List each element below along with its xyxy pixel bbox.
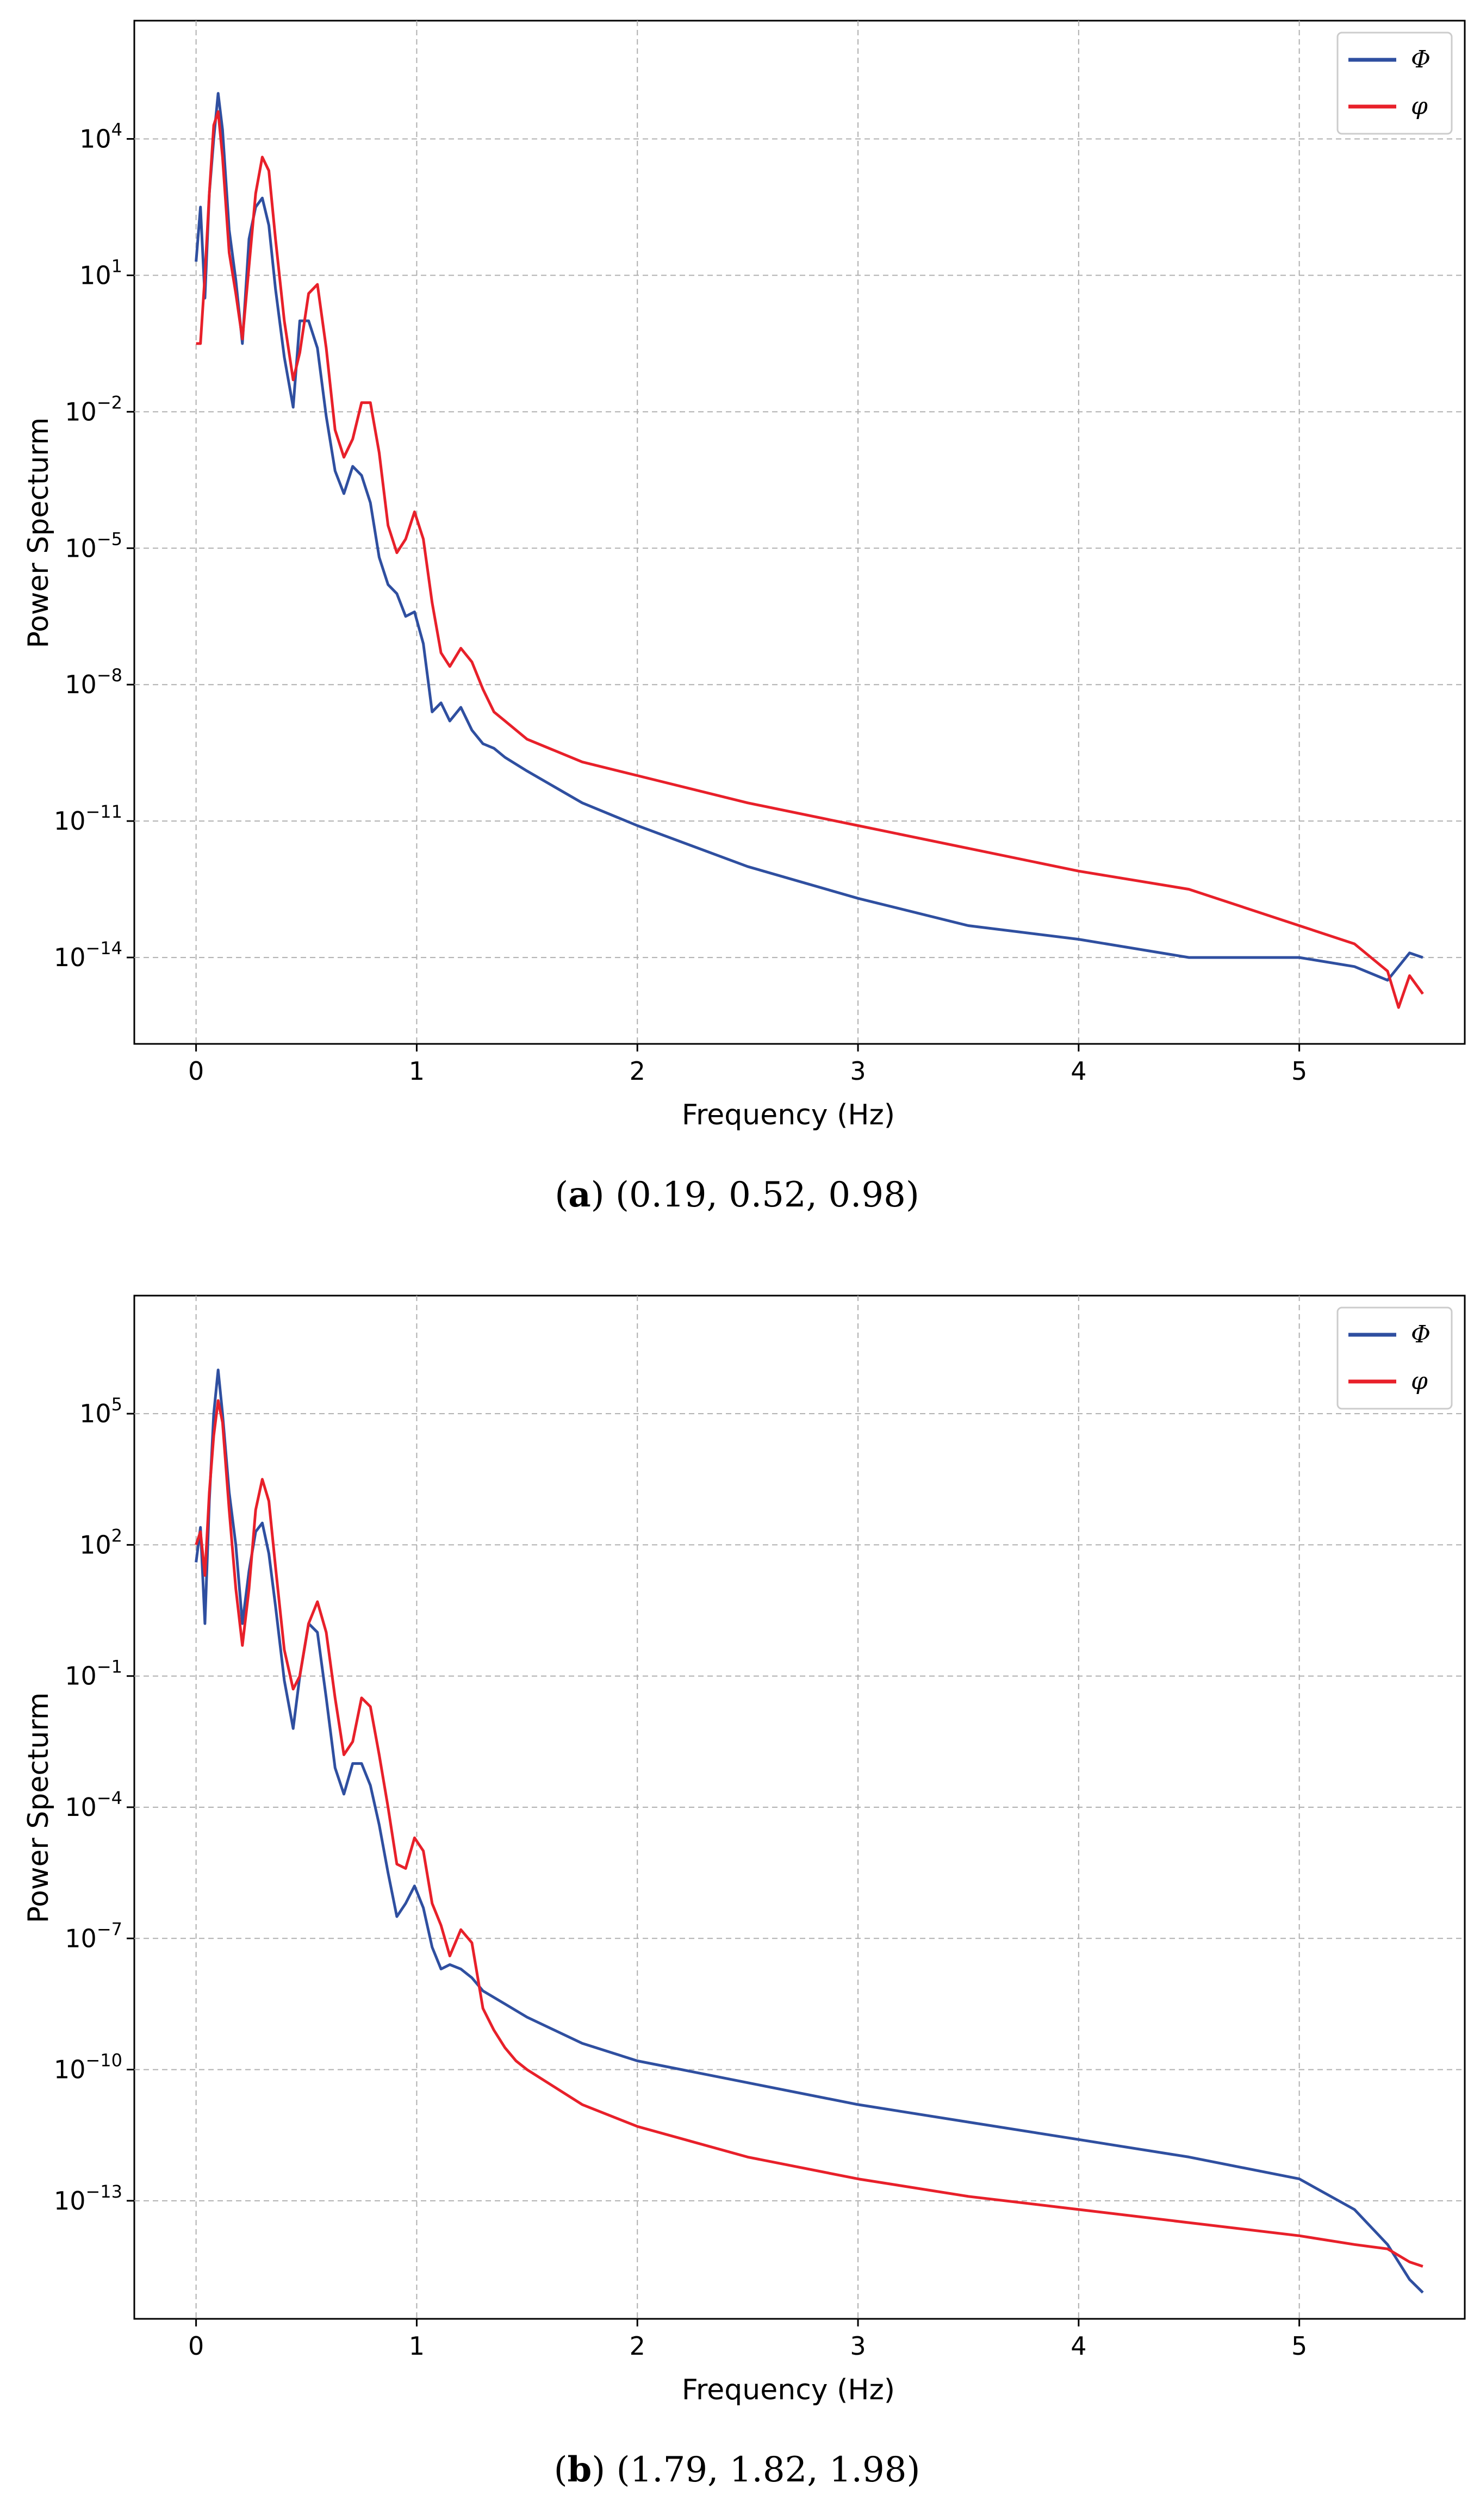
series-layer: [195, 1368, 1424, 2294]
y-tick-label: 10−13: [54, 2181, 122, 2216]
y-ticks: 104 101 10−2 10−5 10−8 10−11 10−14: [54, 119, 134, 972]
series-layer: [195, 92, 1424, 1009]
x-ticks: 0 1 2 3 4 5: [188, 1044, 1307, 1086]
x-tick-label: 2: [630, 2331, 645, 2361]
x-tick-label: 3: [850, 2331, 866, 2361]
y-tick-label: 10−14: [54, 938, 122, 972]
x-tick-label: 4: [1071, 2331, 1086, 2361]
x-tick-label: 3: [850, 1056, 866, 1086]
y-axis-label: Power Specturm: [22, 1693, 55, 1924]
legend: Φ φ: [1336, 32, 1453, 135]
x-axis-label: Frequency (Hz): [682, 2374, 895, 2406]
caption-b: (b) (1.79, 1.82, 1.98): [553, 2449, 921, 2490]
x-tick-label: 4: [1071, 1056, 1086, 1086]
y-tick-label: 104: [79, 119, 122, 153]
series-line-phi-lower: [195, 1399, 1423, 2268]
y-tick-label: 10−4: [65, 1788, 122, 1822]
legend: Φ φ: [1336, 1306, 1453, 1410]
x-tick-label: 1: [409, 2331, 425, 2361]
series-line-phi-upper: [195, 1368, 1424, 2294]
chart-panel-a: 0 1 2 3 4 5 104 101 10−2 10−5 10−8 10−11 10−14 Freq…: [22, 20, 1466, 1131]
y-ticks: 105 102 10−1 10−4 10−7 10−10 10−13: [54, 1394, 134, 2216]
x-tick-label: 5: [1291, 2331, 1307, 2361]
legend-label-phi-lower: φ: [1411, 1367, 1428, 1395]
y-tick-label: 102: [79, 1525, 122, 1559]
y-tick-label: 10−5: [65, 528, 122, 563]
x-axis-label: Frequency (Hz): [682, 1099, 895, 1131]
y-tick-label: 10−11: [54, 801, 122, 836]
plot-frame: [133, 1295, 1466, 2320]
x-tick-label: 1: [409, 1056, 425, 1086]
plot-frame: [133, 20, 1466, 1045]
legend-label-phi-upper: Φ: [1411, 1321, 1431, 1348]
legend-box: [1336, 32, 1453, 135]
caption-values-b: (1.79, 1.82, 1.98): [616, 2450, 921, 2490]
legend-label-phi-lower: φ: [1411, 92, 1428, 120]
x-tick-label: 5: [1291, 1056, 1307, 1086]
legend-label-phi-upper: Φ: [1411, 46, 1431, 73]
gridlines: [134, 21, 1465, 1044]
y-tick-label: 10−7: [65, 1919, 122, 1953]
x-tick-label: 2: [630, 1056, 645, 1086]
gridlines: [134, 1296, 1465, 2319]
caption-label-a: a: [568, 1174, 591, 1215]
x-tick-label: 0: [188, 2331, 204, 2361]
y-tick-label: 105: [79, 1394, 122, 1428]
series-line-phi-lower: [196, 110, 1424, 1009]
y-tick-label: 10−2: [65, 392, 122, 426]
caption-values-a: (0.19, 0.52, 0.98): [615, 1175, 919, 1215]
legend-box: [1336, 1306, 1453, 1410]
y-tick-label: 10−1: [65, 1657, 122, 1691]
y-tick-label: 10−10: [54, 2050, 122, 2085]
chart-panel-b: 0 1 2 3 4 5 105 102 10−1 10−4 10−7 10−10 10−13 Freq…: [22, 1295, 1466, 2406]
caption-a: (a) (0.19, 0.52, 0.98): [555, 1174, 919, 1215]
x-ticks: 0 1 2 3 4 5: [188, 2319, 1307, 2361]
caption-label-b: b: [567, 2449, 592, 2490]
y-tick-label: 10−8: [65, 665, 122, 699]
x-tick-label: 0: [188, 1056, 204, 1086]
y-axis-label: Power Specturm: [22, 418, 55, 649]
y-tick-label: 101: [79, 256, 122, 290]
